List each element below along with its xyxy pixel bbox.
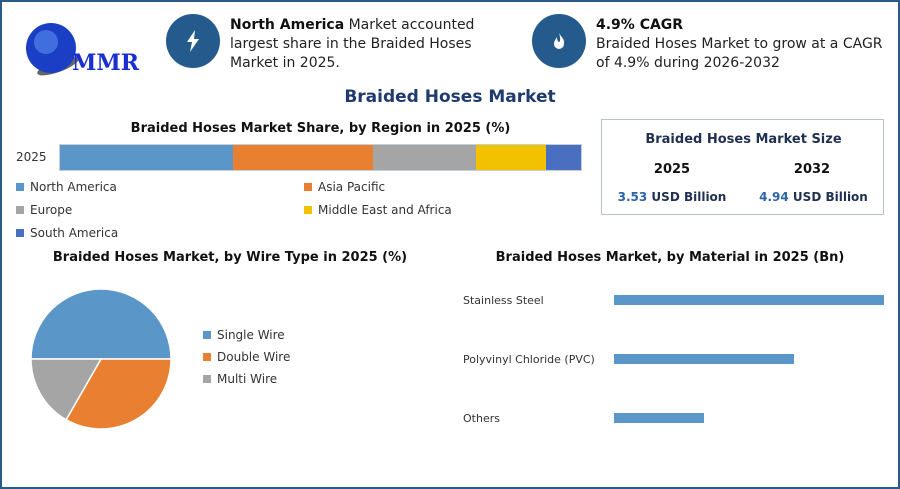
legend-label: South America: [30, 226, 119, 240]
wire-legend: Single Wire Double Wire Multi Wire: [203, 328, 290, 394]
wire-chart-title: Braided Hoses Market, by Wire Type in 20…: [52, 250, 408, 265]
year-2025: 2025: [653, 162, 691, 177]
material-bar-chart: Stainless Steel Polyvinyl Chloride (PVC) O…: [463, 280, 893, 450]
legend-label: Middle East and Africa: [318, 203, 452, 217]
legend-item-multi-wire: Multi Wire: [203, 372, 290, 386]
legend-swatch: [203, 353, 211, 361]
legend-item-europe: Europe: [16, 203, 72, 217]
legend-label: Europe: [30, 203, 73, 217]
region-segment-south-america: [546, 145, 581, 170]
legend-item-middle-east-and-africa: Middle East and Africa: [304, 203, 452, 217]
region-chart-title: Braided Hoses Market Share, by Region in…: [130, 121, 511, 136]
legend-item-north-america: North America: [16, 180, 117, 194]
legend-swatch: [203, 375, 211, 383]
legend-swatch: [203, 331, 211, 339]
legend-swatch: [16, 229, 24, 237]
page-title: Braided Hoses Market: [344, 87, 556, 107]
highlight-north-america: North America Market accounted largest s…: [230, 17, 475, 71]
region-category-label: 2025: [16, 150, 47, 164]
region-legend: North America Asia Pacific Europe Middle Ea…: [16, 180, 576, 250]
legend-label: Double Wire: [217, 350, 291, 364]
bar-others: [614, 413, 704, 423]
region-segment-middle-east-and-africa: [476, 145, 547, 170]
legend-item-single-wire: Single Wire: [203, 328, 290, 342]
legend-swatch: [16, 206, 24, 214]
lightning-icon: [166, 14, 220, 68]
category-label-stainless-steel: Stainless Steel: [463, 294, 544, 307]
legend-item-asia-pacific: Asia Pacific: [304, 180, 385, 194]
legend-swatch: [16, 183, 24, 191]
flame-icon: [532, 14, 586, 68]
legend-item-south-america: South America: [16, 226, 118, 240]
legend-item-double-wire: Double Wire: [203, 350, 290, 364]
pie-slice-single-wire: [30, 288, 172, 360]
market-size-box: Braided Hoses Market Size 2025 2032 3.53…: [601, 119, 884, 215]
pie-slice-multi-wire: [30, 358, 103, 421]
pie-slice-double-wire: [65, 358, 172, 430]
market-size-title: Braided Hoses Market Size: [645, 132, 842, 147]
region-segment-asia-pacific: [233, 145, 373, 170]
value-2025: 3.53 USD Billion: [617, 190, 727, 204]
year-2032: 2032: [793, 162, 831, 177]
category-label-polyvinyl-chloride-pvc: Polyvinyl Chloride (PVC): [463, 353, 595, 366]
mmr-logo: MMR: [18, 14, 139, 78]
category-label-others: Others: [463, 412, 500, 425]
logo-text: MMR: [72, 50, 139, 76]
material-chart-title: Braided Hoses Market, by Material in 202…: [495, 250, 845, 265]
legend-label: North America: [30, 180, 117, 194]
bar-stainless-steel: [614, 295, 884, 305]
legend-swatch: [304, 206, 312, 214]
region-segment-europe: [372, 145, 477, 170]
legend-label: Single Wire: [217, 328, 285, 342]
highlight-cagr: 4.9% CAGR Braided Hoses Market to grow at…: [596, 17, 883, 71]
legend-label: Multi Wire: [217, 372, 278, 386]
region-segment-north-america: [60, 145, 234, 170]
value-2032: 4.94 USD Billion: [759, 190, 868, 204]
legend-swatch: [304, 183, 312, 191]
legend-label: Asia Pacific: [318, 180, 386, 194]
region-stacked-bar: [59, 144, 582, 171]
bar-polyvinyl-chloride-pvc: [614, 354, 794, 364]
wire-pie-chart: [30, 288, 172, 430]
